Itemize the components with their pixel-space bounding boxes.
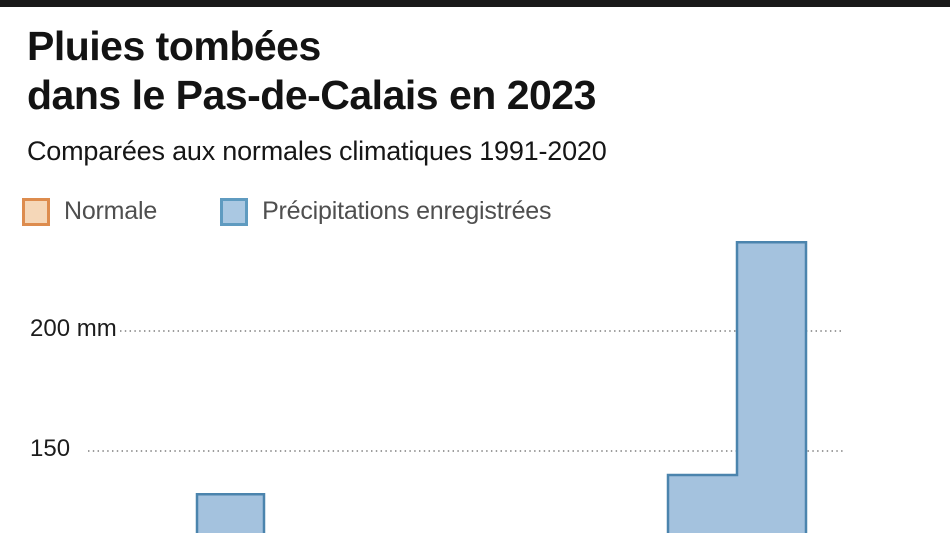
legend-item-normale: Normale: [22, 197, 157, 226]
recorded-precipitation-bar: [195, 492, 266, 533]
y-tick-label-200mm: 200 mm: [30, 315, 117, 342]
legend-label-precipitations: Précipitations enregistrées: [262, 197, 552, 225]
title-line-1: Pluies tombées: [27, 23, 321, 69]
chart-legend: Normale Précipitations enregistrées: [22, 197, 551, 226]
title-line-2: dans le Pas-de-Calais en 2023: [27, 72, 596, 118]
legend-label-normale: Normale: [64, 197, 158, 225]
page-title: Pluies tombées dans le Pas-de-Calais en …: [27, 22, 596, 120]
legend-swatch-precipitations-icon: [220, 197, 249, 226]
y-tick-label-150mm: 150: [30, 435, 71, 462]
top-border-rule: [0, 0, 950, 7]
gridline-150mm: [88, 450, 843, 452]
legend-swatch-normale-icon: [22, 197, 50, 226]
gridline-200mm: [120, 330, 843, 332]
chart-subtitle: Comparées aux normales climatiques 1991-…: [27, 136, 607, 166]
legend-item-precipitations: Précipitations enregistrées: [220, 197, 551, 226]
recorded-precipitation-bar: [666, 240, 808, 533]
